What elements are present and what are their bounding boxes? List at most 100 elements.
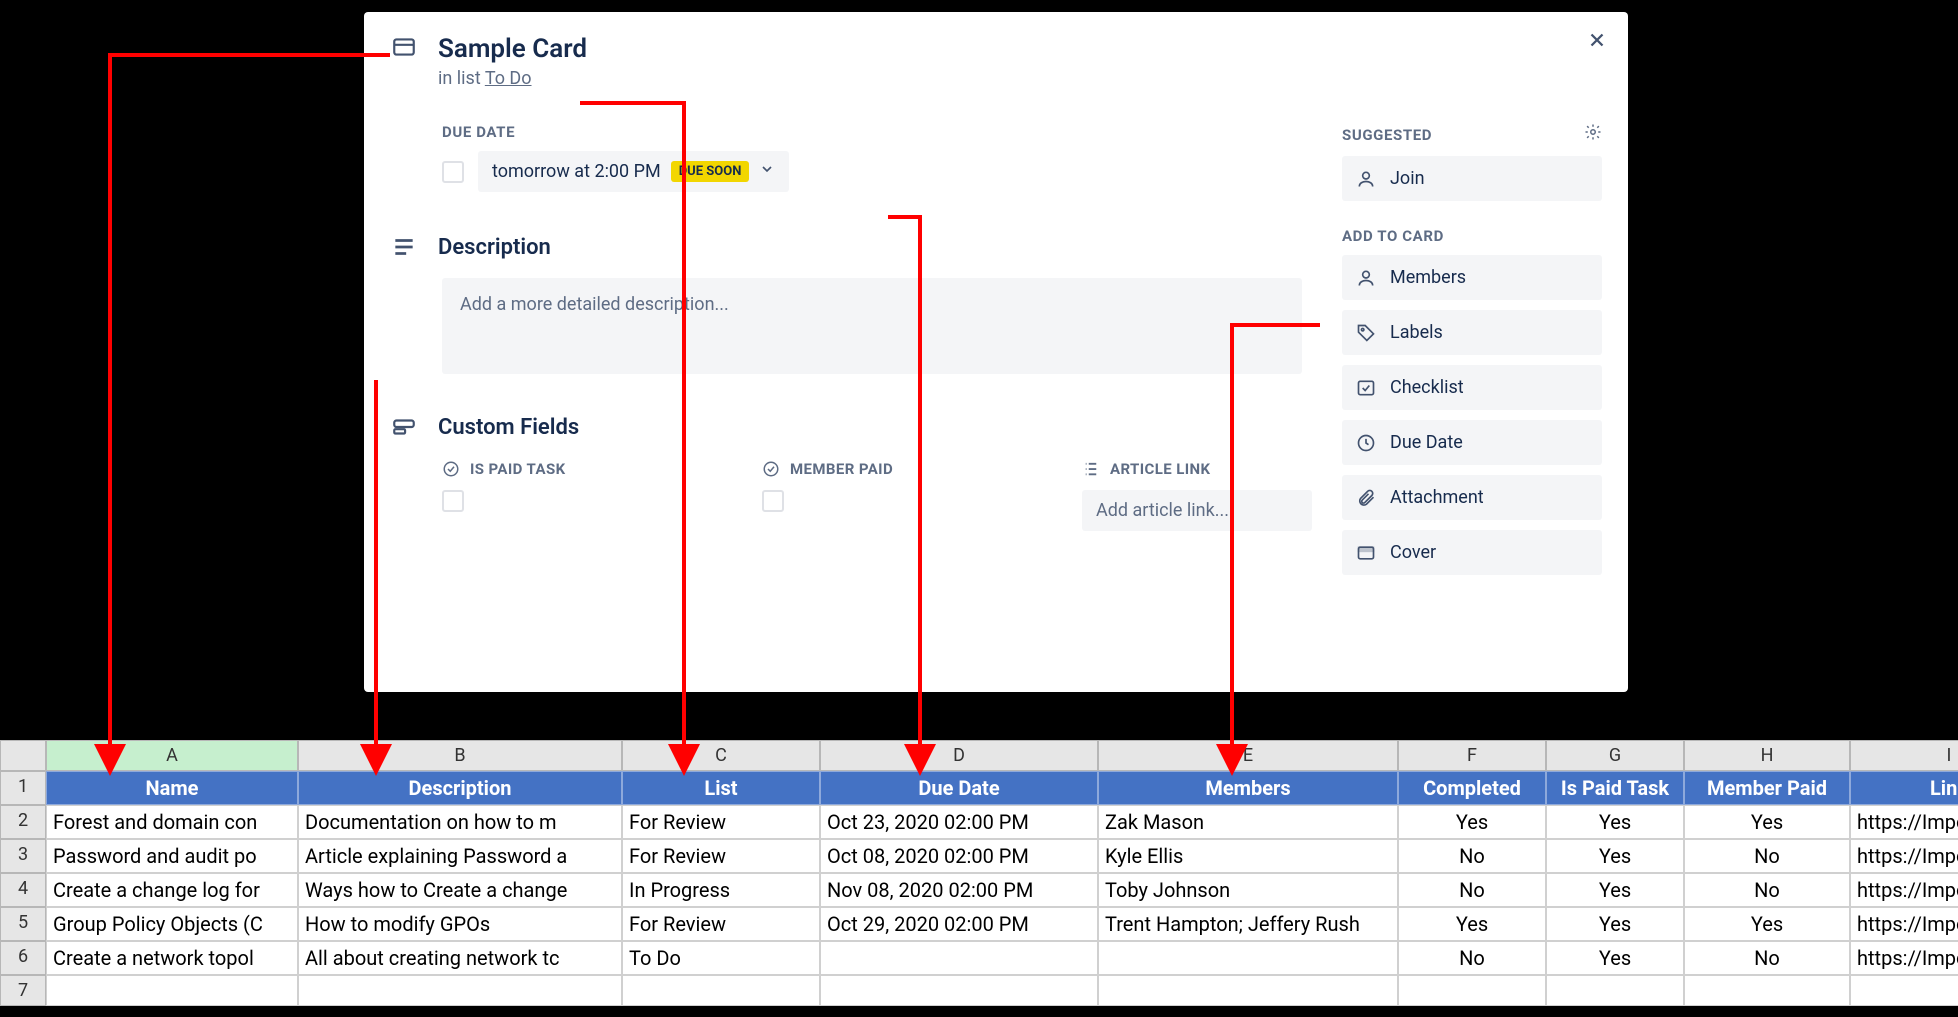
cell[interactable]: https://ImportTe bbox=[1850, 873, 1958, 907]
cell[interactable]: Documentation on how to m bbox=[298, 805, 622, 839]
cell[interactable]: No bbox=[1398, 873, 1546, 907]
cell[interactable]: Ways how to Create a change bbox=[298, 873, 622, 907]
cell[interactable]: Nov 08, 2020 02:00 PM bbox=[820, 873, 1098, 907]
cell[interactable] bbox=[820, 941, 1098, 975]
table-header-cell[interactable]: Members bbox=[1098, 771, 1398, 805]
cf-is-paid-checkbox[interactable] bbox=[442, 490, 464, 512]
cf-article-link-input[interactable]: Add article link... bbox=[1082, 490, 1312, 531]
description-input[interactable]: Add a more detailed description... bbox=[442, 278, 1302, 374]
due-pill[interactable]: tomorrow at 2:00 PM DUE SOON bbox=[478, 151, 789, 192]
cell[interactable] bbox=[1398, 975, 1546, 1006]
cell[interactable]: Group Policy Objects (C bbox=[46, 907, 298, 941]
cell[interactable]: Trent Hampton; Jeffery Rush bbox=[1098, 907, 1398, 941]
select-all-corner[interactable] bbox=[0, 740, 46, 771]
cell[interactable] bbox=[1546, 975, 1684, 1006]
due-checkbox[interactable] bbox=[442, 161, 464, 183]
cell[interactable]: Kyle Ellis bbox=[1098, 839, 1398, 873]
cell[interactable]: Toby Johnson bbox=[1098, 873, 1398, 907]
cell[interactable]: To Do bbox=[622, 941, 820, 975]
column-header[interactable]: F bbox=[1398, 740, 1546, 771]
cell[interactable]: Password and audit po bbox=[46, 839, 298, 873]
cell[interactable]: Yes bbox=[1684, 907, 1850, 941]
table-header-cell[interactable]: List bbox=[622, 771, 820, 805]
cell[interactable]: No bbox=[1684, 941, 1850, 975]
column-header[interactable]: B bbox=[298, 740, 622, 771]
cell[interactable] bbox=[46, 975, 298, 1006]
cell[interactable]: Yes bbox=[1546, 873, 1684, 907]
cell[interactable]: Article explaining Password a bbox=[298, 839, 622, 873]
cell[interactable]: Yes bbox=[1398, 907, 1546, 941]
table-header-cell[interactable]: Name bbox=[46, 771, 298, 805]
cell[interactable]: All about creating network tc bbox=[298, 941, 622, 975]
table-header-cell[interactable]: Member Paid bbox=[1684, 771, 1850, 805]
gear-icon[interactable] bbox=[1584, 123, 1602, 146]
column-header[interactable]: A bbox=[46, 740, 298, 771]
members-label: Members bbox=[1390, 267, 1466, 288]
cell[interactable]: https://ImportTe bbox=[1850, 907, 1958, 941]
due-date-button[interactable]: Due Date bbox=[1342, 420, 1602, 465]
cell[interactable]: In Progress bbox=[622, 873, 820, 907]
cell[interactable] bbox=[622, 975, 820, 1006]
cell[interactable] bbox=[1098, 941, 1398, 975]
row-number[interactable]: 3 bbox=[0, 839, 46, 873]
cell[interactable]: No bbox=[1398, 839, 1546, 873]
column-header[interactable]: C bbox=[622, 740, 820, 771]
table-header-cell[interactable]: Is Paid Task bbox=[1546, 771, 1684, 805]
cell[interactable]: Create a change log for bbox=[46, 873, 298, 907]
cell[interactable]: Yes bbox=[1684, 805, 1850, 839]
cell[interactable]: Create a network topol bbox=[46, 941, 298, 975]
column-header[interactable]: H bbox=[1684, 740, 1850, 771]
cell[interactable] bbox=[1098, 975, 1398, 1006]
row-number[interactable]: 5 bbox=[0, 907, 46, 941]
cell[interactable]: Oct 29, 2020 02:00 PM bbox=[820, 907, 1098, 941]
table-header-cell[interactable]: Completed bbox=[1398, 771, 1546, 805]
cell[interactable]: https://ImportTe bbox=[1850, 839, 1958, 873]
cell[interactable]: Zak Mason bbox=[1098, 805, 1398, 839]
cell[interactable]: Yes bbox=[1398, 805, 1546, 839]
row-number[interactable]: 2 bbox=[0, 805, 46, 839]
column-header[interactable]: I bbox=[1850, 740, 1958, 771]
cell[interactable]: For Review bbox=[622, 805, 820, 839]
cell[interactable] bbox=[820, 975, 1098, 1006]
row-number[interactable]: 1 bbox=[0, 771, 46, 805]
cell[interactable] bbox=[1850, 975, 1958, 1006]
table-header-cell[interactable]: Description bbox=[298, 771, 622, 805]
table-header-cell[interactable]: Due Date bbox=[820, 771, 1098, 805]
cell[interactable]: Forest and domain con bbox=[46, 805, 298, 839]
members-button[interactable]: Members bbox=[1342, 255, 1602, 300]
header-row: 1 NameDescriptionListDue DateMembersComp… bbox=[0, 771, 1958, 805]
cell[interactable]: https://ImportTe bbox=[1850, 805, 1958, 839]
column-header[interactable]: E bbox=[1098, 740, 1398, 771]
cell[interactable]: Yes bbox=[1546, 805, 1684, 839]
cell[interactable]: No bbox=[1684, 873, 1850, 907]
column-header[interactable]: G bbox=[1546, 740, 1684, 771]
cell[interactable]: Oct 08, 2020 02:00 PM bbox=[820, 839, 1098, 873]
cell[interactable]: https://ImportTe bbox=[1850, 941, 1958, 975]
cell[interactable]: Oct 23, 2020 02:00 PM bbox=[820, 805, 1098, 839]
cell[interactable] bbox=[298, 975, 622, 1006]
cell[interactable]: Yes bbox=[1546, 941, 1684, 975]
cell[interactable]: How to modify GPOs bbox=[298, 907, 622, 941]
cell[interactable] bbox=[1684, 975, 1850, 1006]
checklist-button[interactable]: Checklist bbox=[1342, 365, 1602, 410]
labels-button[interactable]: Labels bbox=[1342, 310, 1602, 355]
cell[interactable]: No bbox=[1684, 839, 1850, 873]
column-header[interactable]: D bbox=[820, 740, 1098, 771]
join-button[interactable]: Join bbox=[1342, 156, 1602, 201]
cover-button[interactable]: Cover bbox=[1342, 530, 1602, 575]
row-number[interactable]: 4 bbox=[0, 873, 46, 907]
table-header-cell[interactable]: Link bbox=[1850, 771, 1958, 805]
cell[interactable]: No bbox=[1398, 941, 1546, 975]
cell[interactable]: For Review bbox=[622, 839, 820, 873]
close-icon[interactable] bbox=[1586, 24, 1608, 59]
chevron-down-icon[interactable] bbox=[759, 161, 775, 182]
row-number[interactable]: 6 bbox=[0, 941, 46, 975]
row-number[interactable]: 7 bbox=[0, 975, 46, 1006]
card-title[interactable]: Sample Card bbox=[438, 34, 587, 64]
cf-member-paid-checkbox[interactable] bbox=[762, 490, 784, 512]
attachment-button[interactable]: Attachment bbox=[1342, 475, 1602, 520]
card-list-link[interactable]: To Do bbox=[485, 68, 532, 89]
cell[interactable]: Yes bbox=[1546, 907, 1684, 941]
cell[interactable]: For Review bbox=[622, 907, 820, 941]
cell[interactable]: Yes bbox=[1546, 839, 1684, 873]
